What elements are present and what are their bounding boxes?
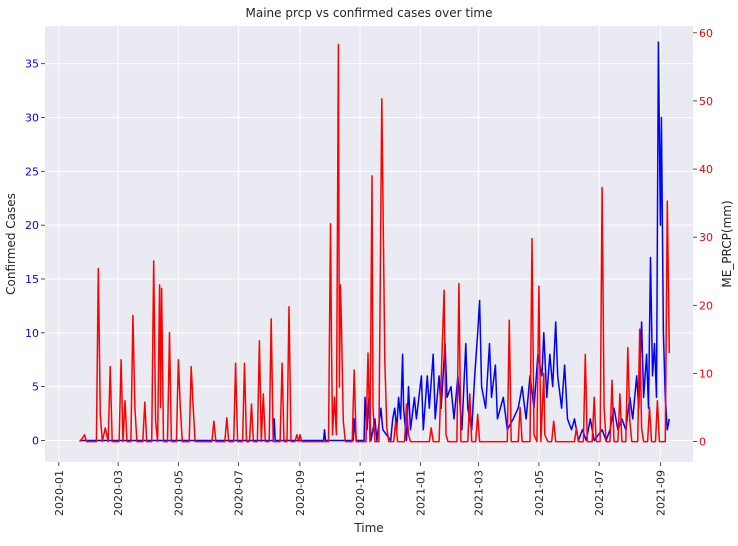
- x-tick-label: 2021-09: [654, 470, 667, 516]
- x-tick-label: 2021-01: [414, 470, 427, 516]
- y-right-tick-label: 30: [699, 231, 713, 244]
- x-tick-label: 2020-05: [172, 470, 185, 516]
- x-tick-label: 2020-09: [294, 470, 307, 516]
- y-left-tick-label: 25: [25, 165, 39, 178]
- y-axis-label-left: Confirmed Cases: [4, 193, 18, 295]
- x-axis: 2020-01 2020-03 2020-05 2020-07 2020-09 2020-…: [53, 462, 667, 516]
- y-right-tick-label: 0: [699, 436, 706, 449]
- y-left-tick-label: 35: [25, 58, 39, 71]
- series-line-me-prcp: [79, 43, 671, 443]
- y-right-tick-label: 40: [699, 163, 713, 176]
- x-tick-label: 2020-11: [354, 470, 367, 516]
- y-axis-label-right: ME_PRCP(mm): [720, 200, 734, 287]
- y-left-tick-label: 15: [25, 273, 39, 286]
- chart-title: Maine prcp vs confirmed cases over time: [246, 6, 493, 20]
- x-tick-label: 2021-05: [533, 470, 546, 516]
- grid: [45, 26, 693, 462]
- y-left-tick-label: 0: [32, 434, 39, 447]
- y-right-tick-label: 60: [699, 27, 713, 40]
- x-tick-label: 2020-01: [53, 470, 66, 516]
- x-tick-label: 2020-03: [112, 470, 125, 516]
- y-right-tick-label: 10: [699, 367, 713, 380]
- y-left-tick-label: 10: [25, 327, 39, 340]
- y-axis-right: 0 10 20 30 40 50 60: [693, 27, 713, 449]
- y-left-tick-label: 30: [25, 112, 39, 125]
- x-axis-label: Time: [353, 521, 383, 535]
- x-tick-label: 2021-07: [593, 470, 606, 516]
- x-tick-label: 2020-07: [233, 470, 246, 516]
- y-left-tick-label: 5: [32, 381, 39, 394]
- y-axis-left: 0 5 10 15 20 25 30 35: [25, 58, 45, 447]
- y-right-tick-label: 50: [699, 95, 713, 108]
- series: [79, 41, 671, 443]
- series-line-confirmed-cases: [79, 41, 671, 442]
- x-tick-label: 2021-03: [473, 470, 486, 516]
- y-right-tick-label: 20: [699, 299, 713, 312]
- y-left-tick-label: 20: [25, 219, 39, 232]
